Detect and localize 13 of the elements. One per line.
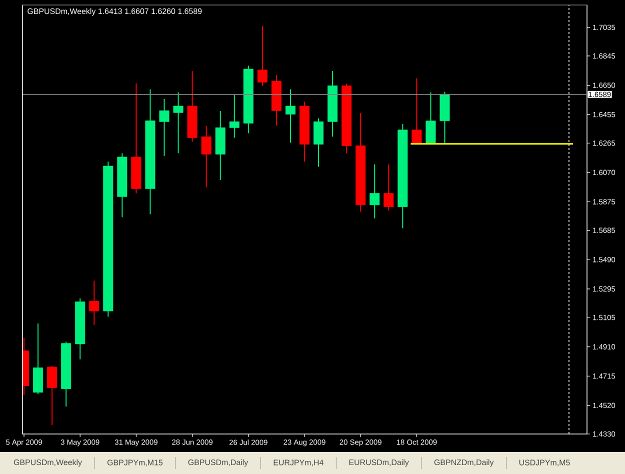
- candlestick: [426, 92, 436, 145]
- candlestick: [257, 26, 268, 87]
- candlestick: [285, 88, 296, 144]
- candlestick: [370, 164, 380, 219]
- candlestick: [314, 118, 324, 168]
- candlestick: [201, 126, 212, 188]
- candlestick: [89, 280, 100, 326]
- candlestick: [384, 164, 394, 212]
- candlestick: [47, 366, 58, 426]
- candlestick: [229, 94, 240, 138]
- candlestick: [159, 98, 170, 156]
- candlestick: [412, 78, 422, 145]
- candlestick: [173, 92, 184, 154]
